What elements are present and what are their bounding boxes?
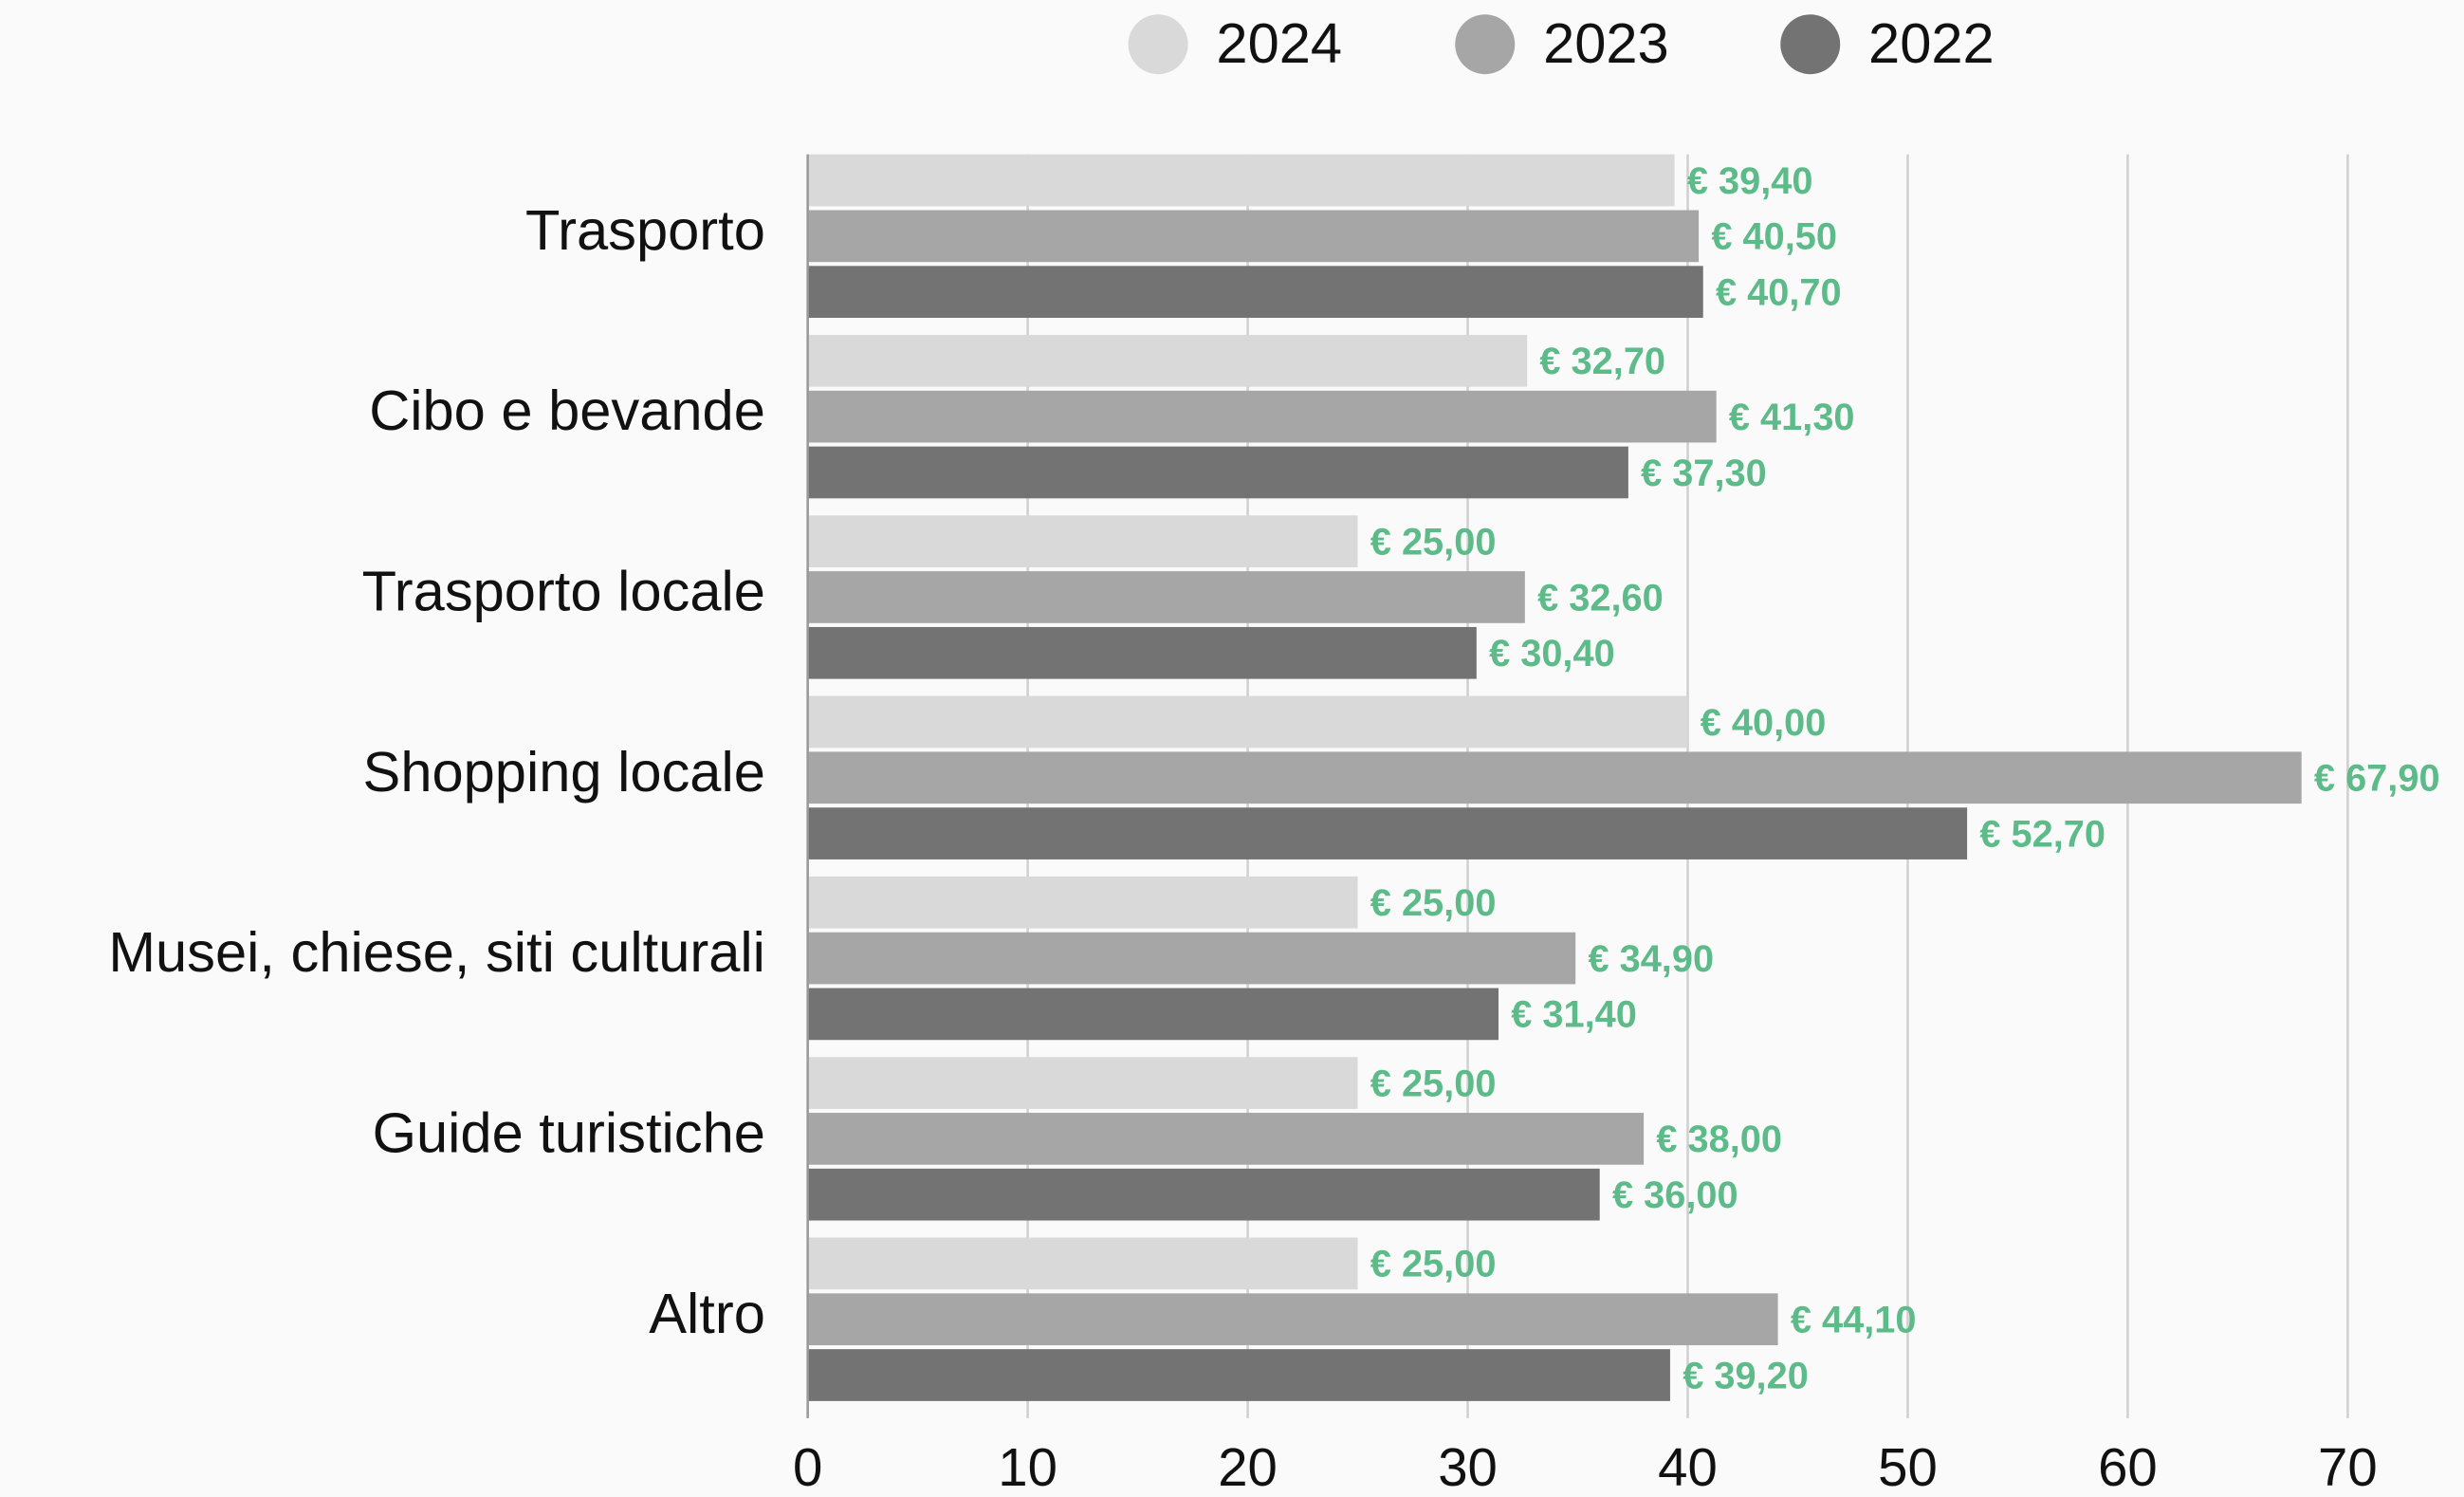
bar [807,1113,1645,1165]
value-label: € 40,50 [1711,216,1837,258]
value-label: € 39,40 [1687,160,1813,202]
value-label: € 36,00 [1612,1174,1738,1216]
value-label: € 32,60 [1537,577,1664,619]
value-label: € 25,00 [1370,1063,1497,1104]
value-label: € 41,30 [1729,397,1855,438]
value-label: € 67,90 [2314,758,2440,800]
bar [807,335,1528,387]
bar [807,626,1477,679]
value-label: € 37,30 [1641,453,1767,494]
bar [807,1293,1778,1346]
legend-swatch [1780,14,1841,75]
y-tick-label: Trasporto locale [362,560,765,623]
y-tick-label: Trasporto [525,198,765,262]
y-tick-label: Cibo e bevande [369,379,765,442]
value-label: € 34,90 [1588,938,1714,980]
x-tick-label: 60 [2098,1437,2158,1497]
y-tick-label: Shopping locale [363,740,765,804]
value-label: € 31,40 [1511,994,1637,1036]
value-label: € 30,40 [1489,633,1615,675]
bar [807,988,1499,1041]
value-label: € 32,70 [1539,341,1665,382]
x-tick-label: 30 [1438,1437,1498,1497]
value-label: € 40,00 [1701,702,1827,744]
bar [807,1349,1670,1401]
legend-label: 2024 [1216,11,1342,75]
value-label: € 25,00 [1370,521,1497,563]
bar [807,807,1968,859]
legend-swatch [1128,14,1188,75]
bar [807,266,1703,319]
bar [807,751,2302,804]
legend-swatch [1455,14,1516,75]
y-tick-label: Guide turistiche [373,1100,765,1164]
value-label: € 44,10 [1791,1300,1917,1341]
bar [807,876,1358,929]
x-tick-label: 10 [998,1437,1057,1497]
value-label: € 38,00 [1656,1118,1782,1160]
x-tick-label: 40 [1658,1437,1718,1497]
bar [807,695,1688,748]
bar [807,446,1628,499]
value-label: € 40,70 [1716,271,1842,313]
bar [807,932,1576,985]
bar [807,515,1358,567]
bar [807,390,1717,443]
x-tick-label: 70 [2318,1437,2378,1497]
y-tick-label: Musei, chiese, siti culturali [108,920,765,984]
legend-label: 2023 [1543,11,1669,75]
value-label: € 39,20 [1683,1355,1809,1396]
bar [807,1168,1600,1221]
bar [807,210,1700,263]
y-tick-label: Altro [649,1282,765,1345]
bar [807,1057,1358,1109]
legend-label: 2022 [1868,11,1995,75]
value-label: € 25,00 [1370,882,1497,924]
value-label: € 25,00 [1370,1244,1497,1285]
bar [807,571,1525,623]
x-tick-label: 0 [793,1437,822,1497]
bar [807,154,1675,207]
value-label: € 52,70 [1979,813,2105,855]
x-tick-label: 50 [1878,1437,1938,1497]
bar [807,1237,1358,1290]
x-tick-label: 20 [1218,1437,1278,1497]
